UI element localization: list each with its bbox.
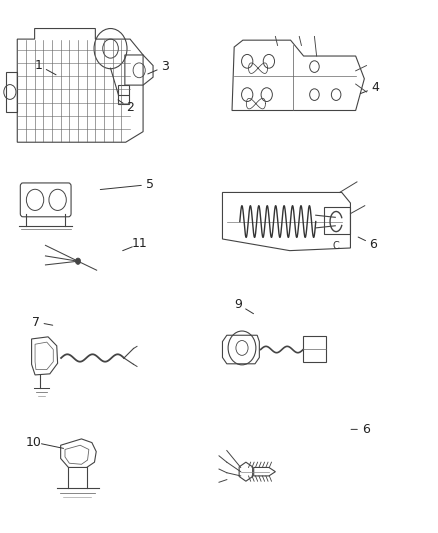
Text: C: C xyxy=(333,241,339,252)
Text: 1: 1 xyxy=(35,59,43,72)
Text: 3: 3 xyxy=(161,60,169,73)
Text: 5: 5 xyxy=(145,178,154,191)
Text: 4: 4 xyxy=(371,81,379,94)
Text: 6: 6 xyxy=(369,238,377,251)
Text: 6: 6 xyxy=(362,423,370,436)
Text: 11: 11 xyxy=(132,237,148,251)
Circle shape xyxy=(75,258,81,264)
Text: 7: 7 xyxy=(32,316,40,328)
Text: 9: 9 xyxy=(235,298,243,311)
Text: 2: 2 xyxy=(126,101,134,115)
Text: 10: 10 xyxy=(25,435,41,449)
